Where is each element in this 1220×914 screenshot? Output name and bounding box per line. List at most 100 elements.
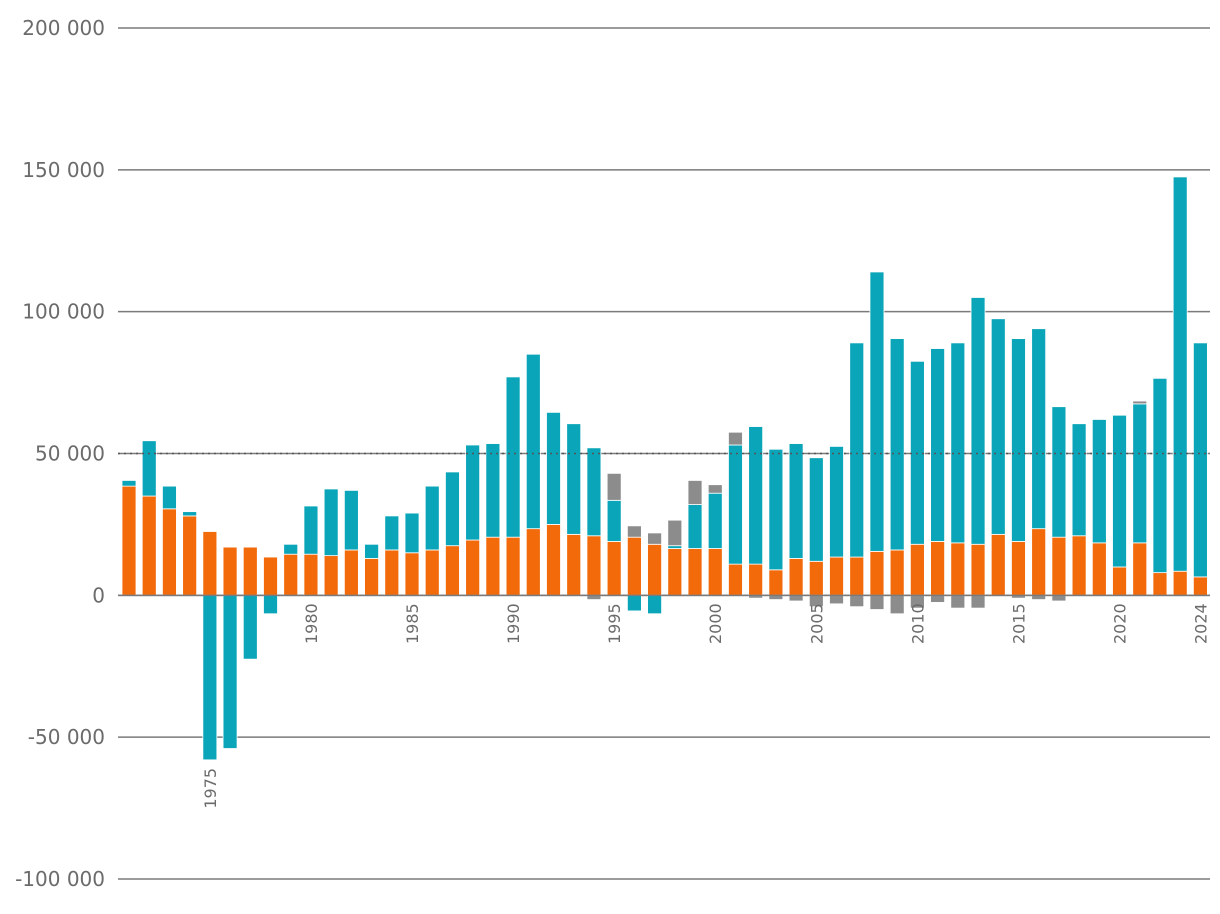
bar-segment-2000-s2 — [707, 484, 723, 494]
bar-segment-1974-s1 — [182, 511, 198, 517]
x-tick-label-1975: 1975 — [201, 768, 220, 809]
bar-segment-1977-s0 — [242, 546, 258, 596]
bar-segment-2015-s1 — [1011, 338, 1026, 542]
x-tick-label-2010: 2010 — [908, 603, 927, 644]
bar-segment-1991-s1 — [525, 353, 541, 530]
bar-segment-1972-s1 — [141, 440, 157, 497]
bar-segment-1978-s1 — [263, 594, 278, 615]
bar-segment-1979-s1 — [283, 543, 299, 555]
bar-segment-1985-s0 — [404, 552, 420, 596]
bar-segment-2001-s2 — [728, 431, 743, 446]
bar-segment-1995-s1 — [606, 499, 622, 542]
bar-segment-1993-s1 — [566, 423, 582, 535]
bar-segment-2012-s2 — [950, 594, 966, 609]
bar-segment-2011-s2 — [930, 594, 945, 603]
bar-segment-1971-s0 — [121, 485, 137, 596]
bar-segment-1973-s0 — [162, 508, 177, 596]
bar-segment-1997-s2 — [647, 532, 662, 545]
bar-segment-2006-s1 — [829, 446, 844, 558]
bar-segment-1989-s0 — [485, 536, 501, 596]
bar-segment-2015-s0 — [1011, 541, 1026, 596]
y-tick-label: 200 000 — [22, 16, 105, 40]
bar-segment-2011-s1 — [930, 348, 945, 542]
bar-segment-1986-s1 — [424, 485, 440, 551]
bar-segment-1992-s0 — [546, 524, 561, 596]
bar-segment-1981-s0 — [323, 555, 339, 596]
bar-segment-1980-s1 — [303, 505, 319, 555]
y-tick-label: -50 000 — [28, 725, 105, 749]
bar-segment-2017-s1 — [1051, 406, 1067, 538]
bar-segment-1997-s1 — [647, 594, 662, 615]
bar-segment-1975-s1 — [202, 594, 218, 761]
bar-segment-2004-s0 — [788, 558, 804, 596]
bar-segment-1991-s0 — [525, 528, 541, 596]
bar-segment-1996-s1 — [626, 594, 642, 612]
y-tick-label: -100 000 — [15, 867, 105, 891]
bar-segment-2000-s1 — [707, 492, 723, 549]
bar-segment-1994-s0 — [586, 535, 602, 596]
bar-segment-1998-s2 — [667, 519, 683, 547]
bar-segment-2019-s1 — [1091, 419, 1107, 544]
bar-segment-2022-s0 — [1152, 572, 1168, 596]
bar-segment-1995-s0 — [606, 541, 622, 596]
bar-segment-1996-s0 — [626, 536, 642, 596]
bar-segment-1982-s0 — [343, 549, 359, 596]
bar-segment-2024-s1 — [1192, 342, 1208, 578]
bar-segment-1976-s0 — [222, 546, 238, 596]
bar-segment-2022-s1 — [1152, 377, 1168, 574]
bar-segment-2003-s0 — [768, 569, 784, 596]
bar-segment-1984-s0 — [384, 549, 400, 596]
bar-segment-2000-s0 — [707, 548, 723, 596]
bar-segment-2002-s0 — [748, 563, 764, 596]
bar-segment-1986-s0 — [424, 549, 440, 596]
bar-segment-2020-s0 — [1112, 566, 1127, 596]
bar-segment-1990-s0 — [505, 536, 521, 596]
overlay — [118, 452, 1210, 597]
bar-segment-1982-s1 — [343, 489, 359, 551]
bar-segment-1999-s0 — [687, 548, 703, 596]
x-tick-label-2015: 2015 — [1010, 603, 1029, 644]
x-tick-label-2000: 2000 — [706, 603, 725, 644]
bar-segment-2008-s1 — [869, 271, 885, 552]
bar-segment-2001-s1 — [728, 444, 743, 565]
bar-segment-1984-s1 — [384, 515, 400, 551]
bar-segment-1977-s1 — [242, 594, 258, 660]
bar-segment-2001-s0 — [728, 563, 743, 596]
bar-segment-1973-s1 — [162, 485, 177, 510]
bar-segment-2005-s1 — [808, 457, 824, 562]
bar-segment-1975-s0 — [202, 531, 218, 596]
y-tick-label: 150 000 — [22, 158, 105, 182]
y-tick-label: 0 — [92, 583, 105, 607]
bar-segment-2021-s1 — [1132, 403, 1148, 544]
bar-segment-2009-s2 — [889, 594, 905, 615]
bar-segment-1993-s0 — [566, 533, 582, 596]
bar-segment-2007-s2 — [849, 594, 865, 608]
y-tick-label: 50 000 — [35, 442, 105, 466]
bar-segment-1978-s0 — [263, 556, 278, 596]
bar-segment-2017-s0 — [1051, 536, 1067, 596]
x-tick-label-1990: 1990 — [504, 603, 523, 644]
bar-segment-1994-s1 — [586, 447, 602, 537]
bar-segment-1995-s2 — [606, 472, 622, 501]
x-axis-ticks: 1975 1980 1985 1990 1995 2000 2005 2010 2015 2020… — [201, 603, 1211, 808]
bar-segment-1988-s1 — [465, 444, 481, 541]
bar-segment-2005-s0 — [808, 560, 824, 596]
bar-segment-2013-s1 — [970, 297, 986, 545]
bar-segment-2006-s2 — [829, 594, 844, 605]
bar-segment-2004-s1 — [788, 443, 804, 559]
bar-segment-2008-s2 — [869, 594, 885, 610]
bar-segment-2012-s1 — [950, 342, 966, 544]
bar-segment-1974-s0 — [182, 515, 198, 596]
bar-segment-1980-s0 — [303, 553, 319, 596]
bar-segment-2002-s1 — [748, 426, 764, 565]
bar-segment-2024-s0 — [1192, 576, 1208, 596]
bar-segment-1999-s1 — [687, 504, 703, 549]
bar-segment-1972-s0 — [141, 495, 157, 596]
bar-segment-2019-s0 — [1091, 542, 1107, 596]
bar-segment-1992-s1 — [546, 411, 561, 525]
bar-segment-2017-s2 — [1051, 594, 1067, 602]
bar-segment-1979-s0 — [283, 553, 299, 596]
bar-segment-1983-s0 — [364, 558, 379, 596]
bar-segment-1987-s1 — [445, 471, 460, 547]
